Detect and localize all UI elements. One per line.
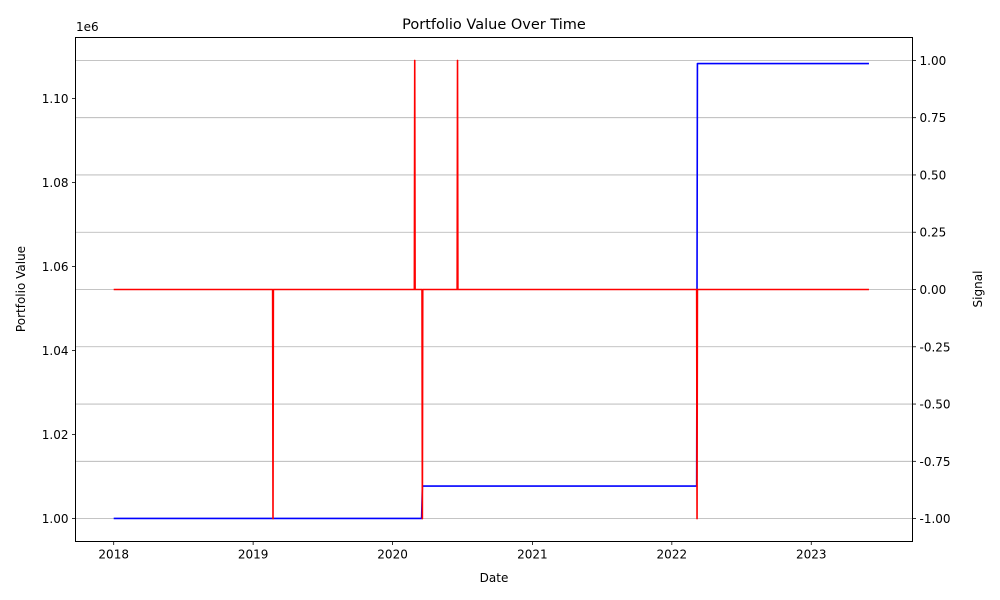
y-right-tick-label: 0.25 [920,226,947,240]
y-axis-left-offset-text: 1e6 [76,20,99,34]
series-line-signal [113,59,869,520]
series-line-portfolio-value [113,62,869,520]
y-right-tick-label: 1.00 [920,54,947,68]
y-left-tick-label: 1.04 [42,344,69,358]
x-tick-label: 2022 [657,548,688,562]
y-left-tick-label: 1.00 [42,512,69,526]
y-right-tick-label: 0.75 [920,111,947,125]
y-right-tick-label: -0.25 [920,340,951,354]
series-lines [113,59,869,520]
y-right-tick-label: -0.75 [920,455,951,469]
y-axis-right-label: Signal [971,271,985,308]
y-right-tick-label: 0.50 [920,168,947,182]
x-tick-label: 2018 [98,548,129,562]
y-right-tick-label: -1.00 [920,512,951,526]
y-right-tick-label: 0.00 [920,283,947,297]
y-left-tick-label: 1.08 [42,176,69,190]
y-right-tick-label: -0.50 [920,398,951,412]
chart-title: Portfolio Value Over Time [402,17,586,33]
x-axis-label: Date [480,571,509,585]
axis-ticks: 2018 2019 2020 2021 2022 2023 1.00 1.02 1.04 1.06… [42,54,951,562]
x-tick-label: 2019 [238,548,269,562]
y-left-tick-label: 1.02 [42,428,69,442]
y-axis-left-label: Portfolio Value [14,246,28,332]
x-tick-label: 2020 [377,548,408,562]
y-left-tick-label: 1.10 [42,92,69,106]
x-tick-label: 2021 [517,548,548,562]
y-left-tick-label: 1.06 [42,260,69,274]
x-tick-label: 2023 [796,548,827,562]
